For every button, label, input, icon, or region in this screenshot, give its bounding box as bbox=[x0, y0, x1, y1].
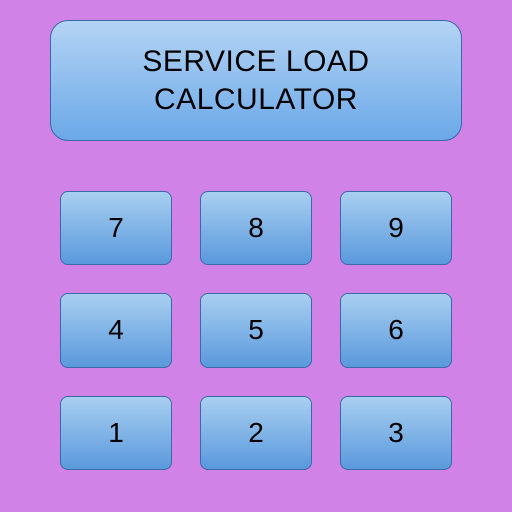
key-label: 2 bbox=[248, 417, 264, 449]
keypad: 7 8 9 4 5 6 1 2 3 bbox=[30, 191, 482, 482]
display-line-1: SERVICE LOAD bbox=[142, 45, 369, 78]
key-9[interactable]: 9 bbox=[340, 191, 452, 265]
key-3[interactable]: 3 bbox=[340, 396, 452, 470]
display-panel: SERVICE LOAD CALCULATOR bbox=[50, 20, 462, 141]
key-5[interactable]: 5 bbox=[200, 293, 312, 367]
key-label: 5 bbox=[248, 314, 264, 346]
key-4[interactable]: 4 bbox=[60, 293, 172, 367]
display-line-2: CALCULATOR bbox=[154, 83, 358, 116]
key-label: 9 bbox=[388, 212, 404, 244]
key-2[interactable]: 2 bbox=[200, 396, 312, 470]
key-label: 3 bbox=[388, 417, 404, 449]
key-7[interactable]: 7 bbox=[60, 191, 172, 265]
key-label: 4 bbox=[108, 314, 124, 346]
key-8[interactable]: 8 bbox=[200, 191, 312, 265]
calculator-body: SERVICE LOAD CALCULATOR 7 8 9 4 5 6 1 2 … bbox=[0, 0, 512, 512]
key-label: 8 bbox=[248, 212, 264, 244]
key-6[interactable]: 6 bbox=[340, 293, 452, 367]
key-label: 6 bbox=[388, 314, 404, 346]
key-1[interactable]: 1 bbox=[60, 396, 172, 470]
key-label: 7 bbox=[108, 212, 124, 244]
key-label: 1 bbox=[108, 417, 124, 449]
